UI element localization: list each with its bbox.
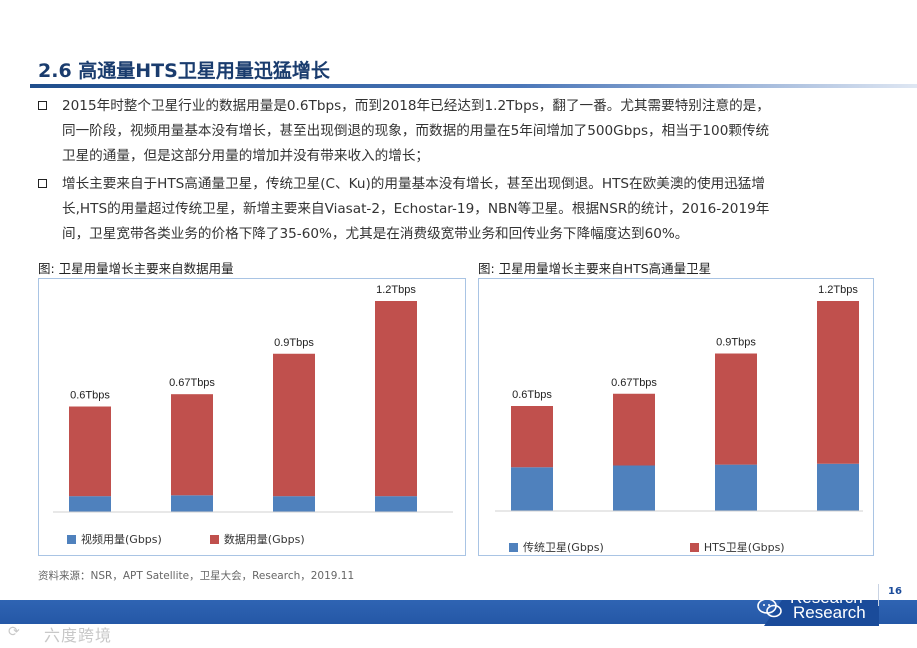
bullet-line: 长,HTS的用量超过传统卫星，新增主要来自Viasat-2，Echostar-1…: [62, 201, 770, 217]
bullet-line: 增长主要来自于HTS高通量卫星，传统卫星(C、Ku)的用量基本没有增长，甚至出现…: [62, 176, 765, 192]
legend-swatch: [67, 534, 76, 544]
bar-segment: [273, 496, 315, 512]
legend-label: 数据用量(Gbps): [223, 533, 305, 546]
page-title: 2.6 高通量HTS卫星用量迅猛增长: [38, 60, 330, 82]
bar-segment: [375, 496, 417, 512]
legend-swatch: [209, 534, 219, 544]
bar-segment: [715, 353, 757, 465]
bullet-paragraph-1: 2015年时整个卫星行业的数据用量是0.6Tbps，而到2018年已经达到1.2…: [38, 94, 878, 169]
brand-text-shadow: Research: [793, 603, 866, 622]
chart-left-svg: 0.6Tbps 0.67Tbps 0.9Tbps 1.2Tbps: [53, 284, 453, 513]
bullet-line: 间，卫星宽带各类业务的价格下降了35-60%，尤其是在消费级宽带业务和回传业务下…: [62, 226, 689, 242]
bullet-paragraph-2: 增长主要来自于HTS高通量卫星，传统卫星(C、Ku)的用量基本没有增长，甚至出现…: [38, 172, 878, 247]
legend-label: 传统卫星(Gbps): [523, 541, 604, 554]
brand-logo-icon: ⟳: [8, 624, 20, 640]
page-number: 16: [888, 586, 902, 597]
bar-data-label: 0.67Tbps: [169, 377, 215, 389]
bar-segment: [511, 406, 553, 468]
bullet-line: 2015年时整个卫星行业的数据用量是0.6Tbps，而到2018年已经达到1.2…: [62, 98, 770, 114]
bar-segment: [817, 463, 859, 511]
bullet-line: 卫星的通量，但是这部分用量的增加并没有带来收入的增长；: [62, 148, 430, 164]
chart-right: 0.6Tbps 0.67Tbps 0.9Tbps 1.2Tbps 传统卫星(Gbps)…: [478, 278, 874, 556]
bullet-line: 同一阶段，视频用量基本没有增长，甚至出现倒退的现象，而数据的用量在5年间增加了5…: [62, 123, 770, 139]
brand-text: Research: [790, 588, 863, 607]
figure-caption-right: 图: 卫星用量增长主要来自HTS高通量卫星: [478, 261, 712, 276]
bar-segment: [375, 301, 417, 497]
title-underline: [30, 84, 917, 88]
bar-data-label: 0.67Tbps: [611, 377, 657, 389]
legend-swatch: [509, 542, 518, 552]
chart-right-svg: 0.6Tbps 0.67Tbps 0.9Tbps 1.2Tbps: [495, 284, 863, 512]
legend-label: 视频用量(Gbps): [81, 533, 162, 546]
bar-segment: [171, 495, 213, 512]
bar-segment: [69, 406, 111, 497]
bar-data-label: 0.6Tbps: [70, 390, 110, 402]
wechat-icon: [757, 598, 782, 618]
bar-data-label: 0.9Tbps: [716, 337, 756, 349]
bar-data-label: 0.6Tbps: [512, 389, 552, 401]
bar-segment: [817, 301, 859, 464]
bar-segment: [511, 467, 553, 511]
source-note: 资料来源：NSR，APT Satellite，卫星大会，Research，201…: [38, 570, 355, 582]
figure-caption-left: 图: 卫星用量增长主要来自数据用量: [38, 261, 234, 276]
page-number-divider: [878, 584, 879, 606]
bar-segment: [613, 465, 655, 511]
brand-badge: [764, 600, 879, 626]
chart-right-legend: 传统卫星(Gbps) HTS卫星(Gbps): [509, 539, 785, 555]
legend-swatch: [689, 542, 699, 552]
bar-data-label: 1.2Tbps: [376, 284, 416, 296]
chart-left: 0.6Tbps 0.67Tbps 0.9Tbps 1.2Tbps 视频用量(Gbps)…: [38, 278, 466, 556]
bar-data-label: 0.9Tbps: [274, 337, 314, 349]
square-bullet-icon: [38, 179, 47, 188]
chart-left-legend: 视频用量(Gbps) 数据用量(Gbps): [67, 531, 305, 547]
watermark-text: 六度跨境: [44, 626, 113, 645]
square-bullet-icon: [38, 101, 47, 110]
footer-strip: [0, 624, 917, 648]
legend-label: HTS卫星(Gbps): [703, 541, 785, 554]
bar-data-label: 1.2Tbps: [818, 284, 858, 296]
bar-segment: [613, 393, 655, 466]
bar-segment: [69, 496, 111, 512]
bar-segment: [273, 353, 315, 497]
bar-segment: [171, 394, 213, 496]
bar-segment: [715, 464, 757, 511]
